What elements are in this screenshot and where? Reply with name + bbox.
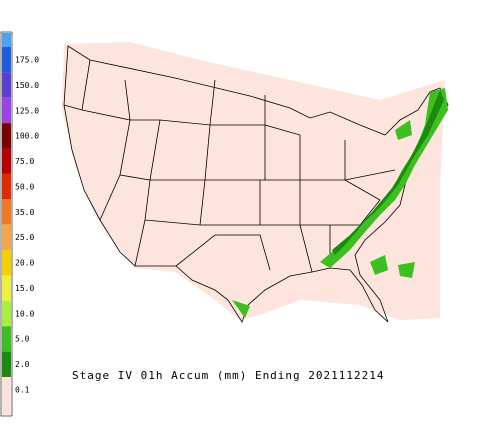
- legend-label: 5.0: [15, 335, 30, 344]
- legend-swatch: [2, 47, 11, 73]
- legend-label: 15.0: [15, 284, 34, 293]
- legend-label: 150.0: [15, 81, 39, 90]
- legend-label: 125.0: [15, 106, 39, 115]
- legend-label: 50.0: [15, 182, 34, 191]
- legend-swatch: [2, 250, 11, 276]
- legend-label: 2.0: [15, 360, 30, 369]
- legend-frame: [0, 31, 13, 417]
- legend-label: 25.0: [15, 233, 34, 242]
- caption: Stage IV 01h Accum (mm) Ending 202111221…: [72, 369, 385, 382]
- legend-swatch: [2, 199, 11, 225]
- legend-swatch: [2, 33, 11, 47]
- legend-swatch: [2, 123, 11, 149]
- legend-swatch: [2, 275, 11, 301]
- legend-swatch: [2, 97, 11, 124]
- legend-swatch: [2, 326, 11, 352]
- legend-swatch: [2, 351, 11, 377]
- legend-swatch: [2, 300, 11, 327]
- legend-label: 35.0: [15, 208, 34, 217]
- legend-swatch: [2, 173, 11, 200]
- legend-swatch: [2, 377, 11, 415]
- legend-swatch: [2, 224, 11, 251]
- legend-swatch: [2, 72, 11, 98]
- legend-label: 75.0: [15, 157, 34, 166]
- us-outline: [63, 45, 449, 323]
- precip-bands: [232, 88, 448, 318]
- legend-label: 100.0: [15, 132, 39, 141]
- legend-label: 175.0: [15, 56, 39, 65]
- legend-label: 20.0: [15, 259, 34, 268]
- legend-label: 0.1: [15, 386, 30, 395]
- legend-label: 10.0: [15, 309, 34, 318]
- legend-swatch: [2, 148, 11, 174]
